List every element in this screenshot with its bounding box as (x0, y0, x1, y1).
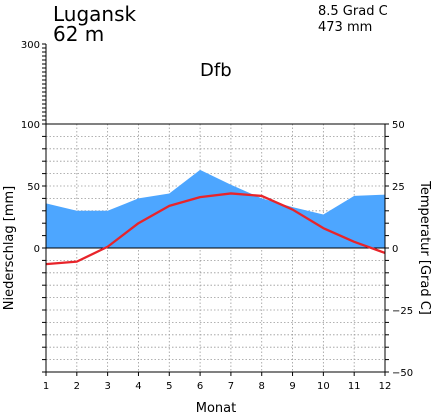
x-tick-label: 4 (135, 381, 141, 392)
station-elevation: 62 m (53, 22, 105, 46)
x-axis-label: Monat (196, 401, 236, 415)
plot-series (45, 169, 386, 266)
annual-precipitation: 473 mm (318, 20, 373, 35)
x-tick-label: 3 (104, 381, 110, 392)
x-tick-label: 12 (379, 381, 392, 392)
right-tick-label: 0 (392, 244, 398, 255)
x-tick-label: 2 (74, 381, 80, 392)
x-tick-label: 11 (348, 381, 361, 392)
left-tick-label: 0 (34, 244, 40, 255)
y-axis-label-right: Temperatur [Grad C] (417, 180, 432, 315)
y-axis-label-left: Niederschlag [mm] (2, 186, 17, 311)
right-tick-label: −25 (392, 306, 413, 317)
left-tick-label: 50 (27, 182, 40, 193)
plot-frame (42, 43, 389, 376)
x-tick-label: 9 (289, 381, 295, 392)
left-tick-label: 100 (21, 120, 40, 131)
left-top-tick-label: 300 (21, 40, 40, 51)
climate-classification: Dfb (200, 60, 232, 81)
x-tick-label: 10 (317, 381, 330, 392)
x-tick-label: 1 (43, 381, 49, 392)
x-tick-label: 5 (166, 381, 172, 392)
right-tick-label: 25 (392, 182, 405, 193)
x-tick-label: 8 (259, 381, 265, 392)
station-name: Lugansk (53, 2, 137, 26)
x-tick-label: 7 (228, 381, 234, 392)
right-tick-label: −50 (392, 368, 413, 379)
temperature-line (45, 192, 386, 266)
x-tick-label: 6 (197, 381, 203, 392)
precipitation-area (46, 169, 385, 248)
annual-temperature: 8.5 Grad C (318, 4, 388, 19)
right-tick-label: 50 (392, 120, 405, 131)
